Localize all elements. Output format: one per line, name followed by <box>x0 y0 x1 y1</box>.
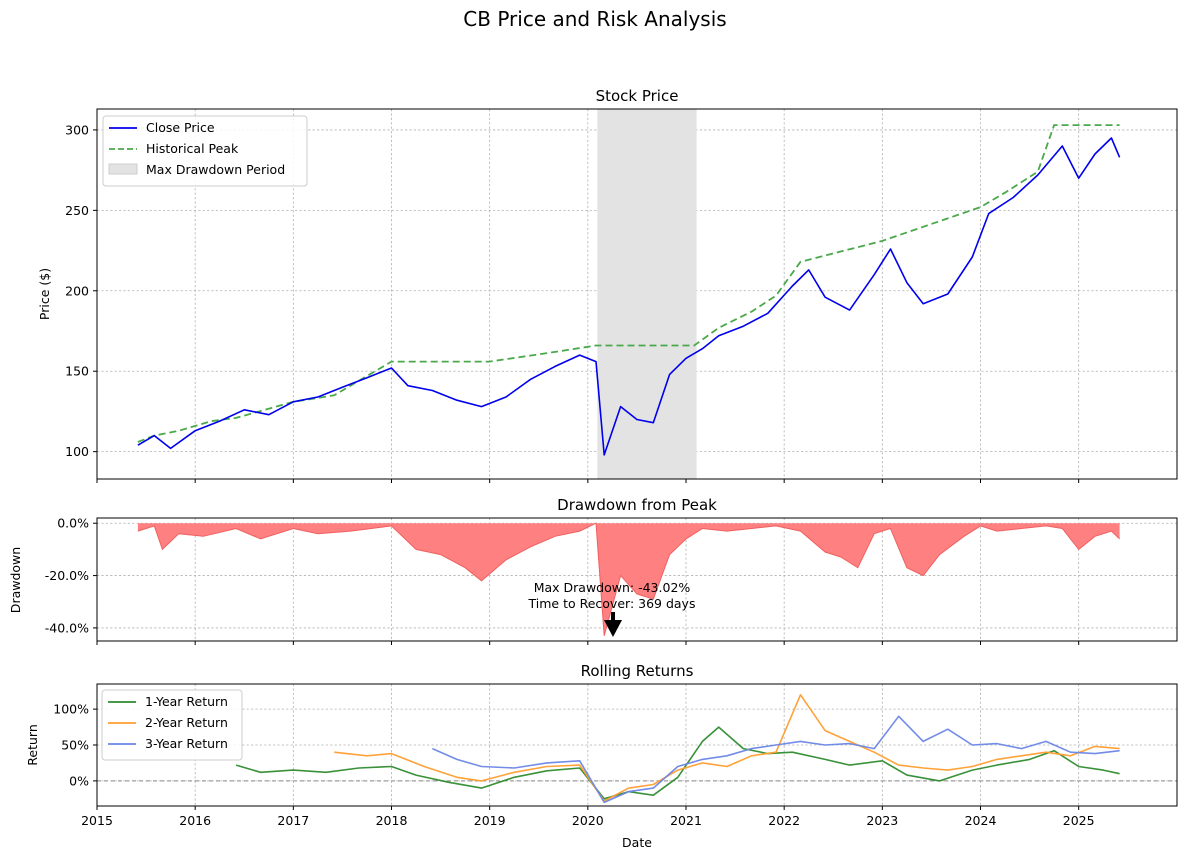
legend-label-3-year-return: 3-Year Return <box>145 736 228 751</box>
date-axis-label: Date <box>622 835 652 850</box>
drawdown-y-tick-label-40-0: -40.0% <box>45 620 89 635</box>
x-tick-label-2023: 2023 <box>866 813 898 828</box>
drawdown-panel: Drawdown from Peak Drawdown 0.0% -20.0% -4… <box>8 496 1178 645</box>
drawdown-y-tick-label-20-0: -20.0% <box>45 568 89 583</box>
x-tick-label-2022: 2022 <box>768 813 800 828</box>
legend-swatch-max-drawdown-period <box>108 163 138 175</box>
rolling-returns-legend: 1-Year Return 2-Year Return 3-Year Retur… <box>101 689 243 761</box>
close-price-line <box>137 137 1121 456</box>
x-tick-label-2015: 2015 <box>81 813 113 828</box>
price-y-tick-label-150: 150 <box>65 364 89 379</box>
rolling-returns-frame <box>96 683 1178 807</box>
x-tick-label-2024: 2024 <box>965 813 997 828</box>
rolling-returns-grid <box>96 684 1177 806</box>
legend-label-historical-peak: Historical Peak <box>146 141 239 156</box>
drawdown-fill <box>137 523 1120 636</box>
price-y-tick-label-100: 100 <box>65 444 89 459</box>
legend-label-close-price: Close Price <box>146 120 215 135</box>
drawdown-frame <box>96 517 1178 642</box>
1-year-return-line <box>235 726 1120 800</box>
2-year-return-line <box>334 693 1120 802</box>
returns-y-tick-label-100: 100% <box>53 702 89 717</box>
legend-label-2-year-return: 2-Year Return <box>145 715 228 730</box>
x-tick-label-2019: 2019 <box>474 813 506 828</box>
price-axis-label: Price ($) <box>37 268 52 320</box>
stock-price-ticks: 100 150 200 250 300 <box>65 122 1080 483</box>
x-tick-label-2020: 2020 <box>572 813 604 828</box>
rolling-returns-lines <box>97 693 1177 804</box>
x-tick-label-2025: 2025 <box>1063 813 1095 828</box>
return-axis-label: Return <box>25 724 40 765</box>
drawdown-y-tick-label-0-0: 0.0% <box>57 516 89 531</box>
drawdown-area <box>137 522 1120 636</box>
annotation-arrow <box>604 612 622 637</box>
rolling-returns-ticks: 2015 2016 2017 2018 2019 2020 2021 2022 2023 2024… <box>53 702 1094 828</box>
max-drawdown-period-shade <box>597 109 697 479</box>
rolling-returns-title: Rolling Returns <box>581 662 694 680</box>
legend-box <box>102 115 308 187</box>
stock-price-panel: Stock Price Price ($) 100 150 200 250 300 Cl… <box>37 87 1178 483</box>
stock-price-lines <box>137 124 1121 456</box>
x-tick-label-2018: 2018 <box>376 813 408 828</box>
annotation-max-drawdown: Max Drawdown: -43.02% <box>534 580 691 595</box>
legend-label-max-drawdown-period: Max Drawdown Period <box>146 162 285 177</box>
x-tick-label-2021: 2021 <box>670 813 702 828</box>
drawdown-title: Drawdown from Peak <box>557 496 717 514</box>
annotation-time-to-recover: Time to Recover: 369 days <box>528 596 696 611</box>
price-y-tick-label-250: 250 <box>65 203 89 218</box>
price-y-tick-label-200: 200 <box>65 283 89 298</box>
legend-box <box>101 689 243 761</box>
figure-suptitle: CB Price and Risk Analysis <box>463 7 726 31</box>
rolling-returns-panel: Rolling Returns Return Date 2015 2016 2017… <box>25 662 1178 850</box>
x-tick-label-2017: 2017 <box>277 813 309 828</box>
stock-price-title: Stock Price <box>596 87 679 105</box>
stock-price-legend: Close Price Historical Peak Max Drawdown… <box>102 115 308 187</box>
legend-label-1-year-return: 1-Year Return <box>145 694 228 709</box>
drawdown-ticks: 0.0% -20.0% -40.0% <box>45 516 1080 645</box>
price-y-tick-label-300: 300 <box>65 122 89 137</box>
returns-y-tick-label-0: 0% <box>69 773 89 788</box>
drawdown-axis-label: Drawdown <box>8 547 23 613</box>
returns-y-tick-label-50: 50% <box>61 738 89 753</box>
3-year-return-line <box>432 715 1120 804</box>
x-tick-label-2016: 2016 <box>179 813 211 828</box>
drawdown-line <box>137 522 1120 636</box>
stock-price-frame <box>96 108 1178 480</box>
